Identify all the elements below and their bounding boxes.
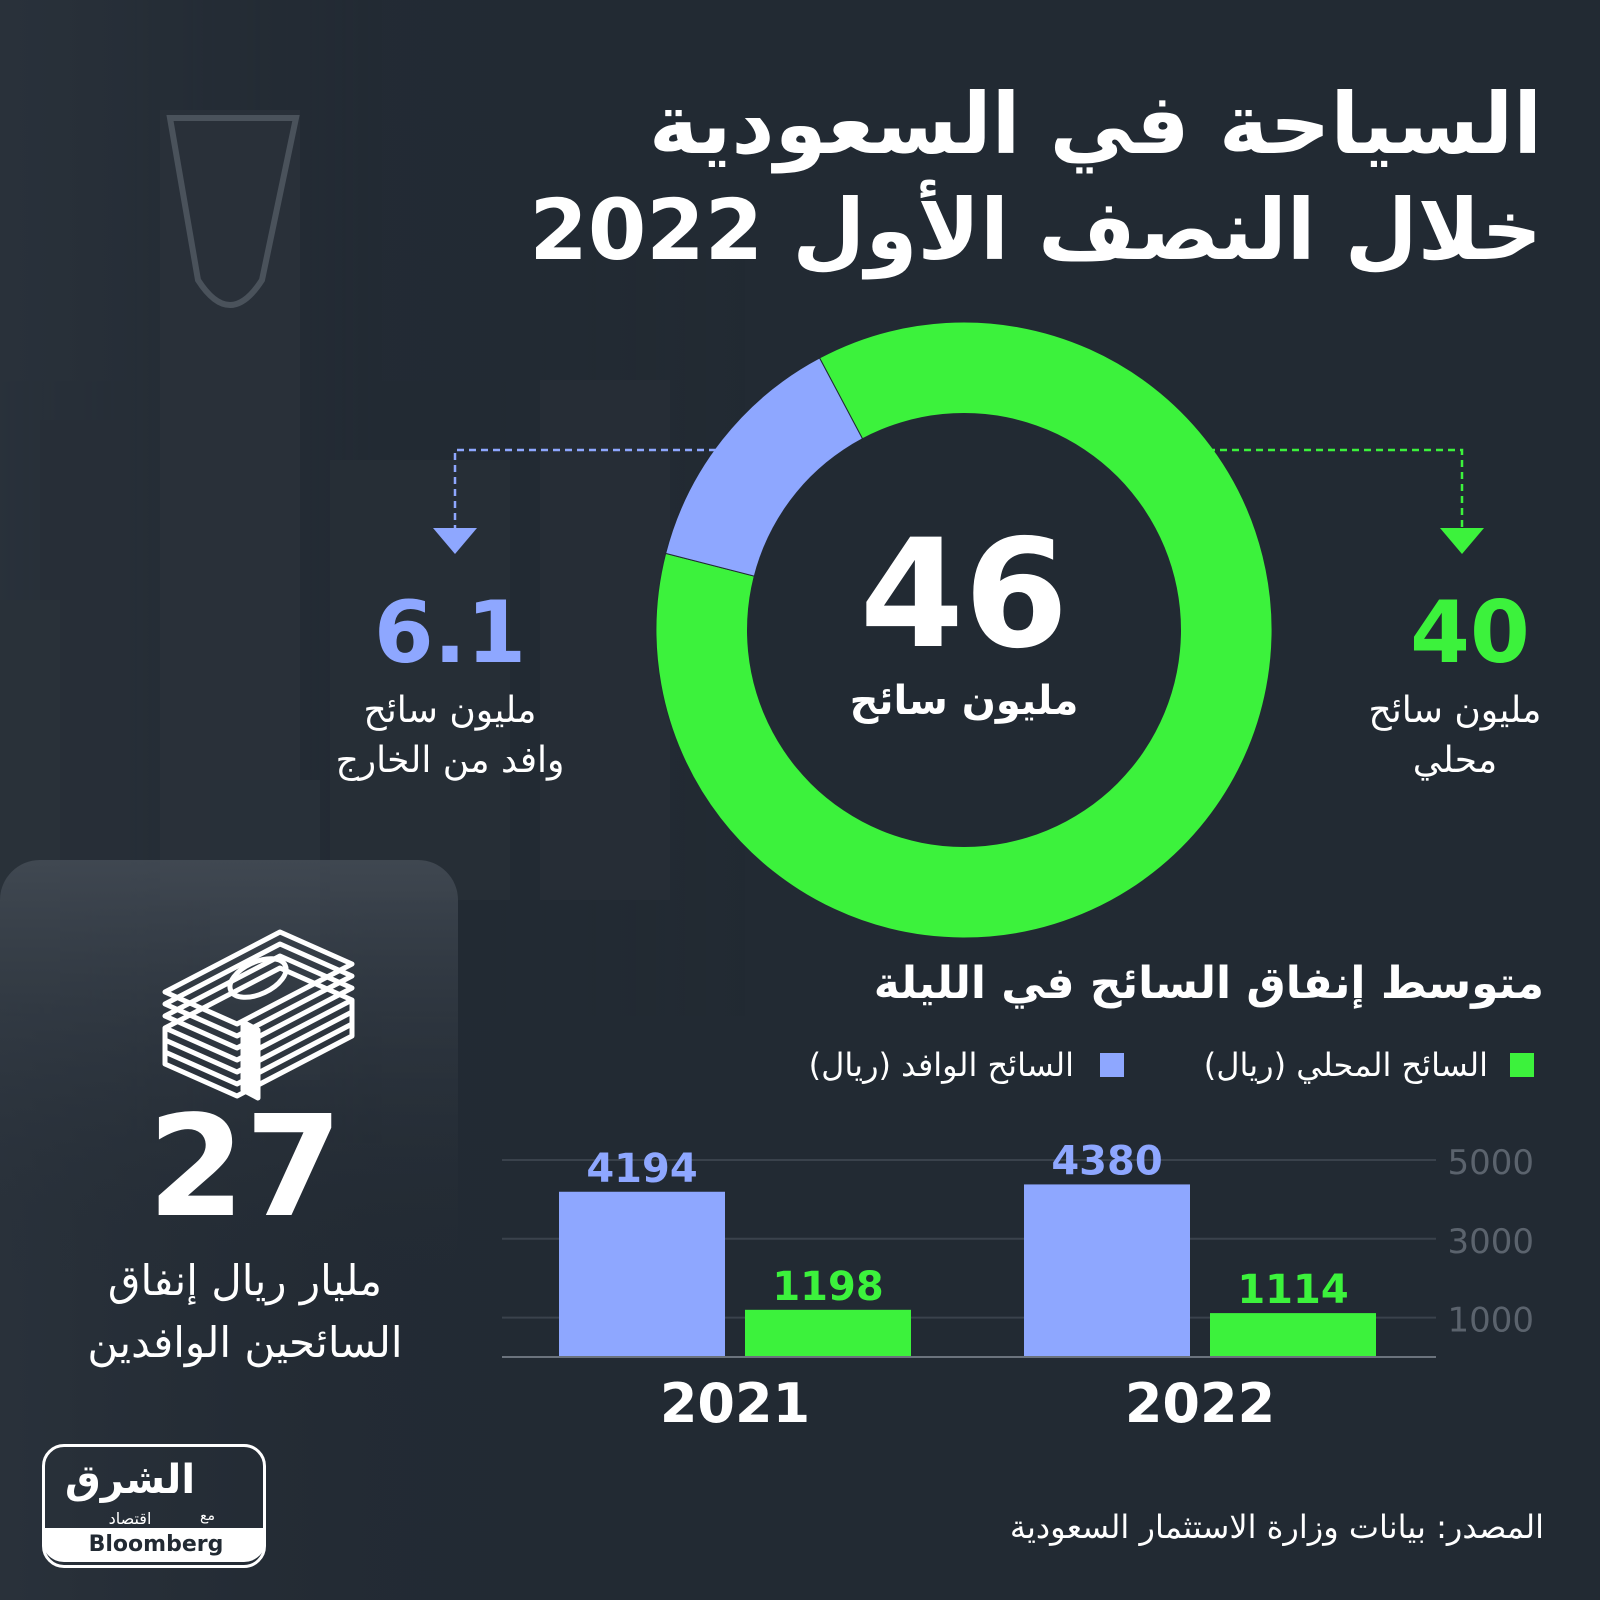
- donut-hole: [747, 413, 1181, 847]
- local-label-line1: مليون سائح: [1368, 690, 1542, 731]
- bar-data-label: 1114: [1237, 1267, 1348, 1313]
- brand-logo: الشرق اقتصاد: [42, 1444, 266, 1568]
- foreign-connector-arrow: [433, 528, 477, 554]
- local-connector-line: [1208, 448, 1464, 528]
- legend-swatch-local: [1510, 1053, 1534, 1077]
- bar-chart-title: متوسط إنفاق السائح في الليلة: [873, 958, 1544, 1009]
- money-stack-icon: [162, 929, 355, 1101]
- local-label-line2: محلي: [1412, 740, 1498, 781]
- y-tick-label: 1000: [1447, 1301, 1534, 1341]
- logo-name: الشرق: [64, 1457, 196, 1503]
- legend-swatch-foreign: [1100, 1053, 1124, 1077]
- donut-total-value: 46: [859, 508, 1069, 682]
- logo-brand: Bloomberg: [88, 1532, 224, 1557]
- spending-value: 27: [147, 1086, 343, 1249]
- y-tick-label: 5000: [1447, 1143, 1534, 1183]
- bar: [1210, 1313, 1376, 1357]
- logo-sub: اقتصاد: [108, 1509, 152, 1528]
- foreign-label-line2: وافد من الخارج: [335, 740, 565, 781]
- foreign-label-line1: مليون سائح: [363, 690, 537, 731]
- legend-label-foreign: السائح الوافد (ريال): [808, 1046, 1074, 1084]
- logo-bloomberg-bar: [42, 1528, 266, 1562]
- page-title-line2: خلال النصف الأول 2022: [529, 181, 1542, 279]
- bar: [559, 1191, 725, 1357]
- page-title-line1: السياحة في السعودية: [648, 75, 1542, 173]
- bar-data-label: 4194: [586, 1146, 697, 1192]
- y-tick-label: 3000: [1447, 1222, 1534, 1262]
- x-tick-label: 2022: [1125, 1372, 1275, 1435]
- bar-data-label: 4380: [1051, 1138, 1162, 1184]
- spending-label-line2: السائحين الوافدين: [87, 1318, 403, 1367]
- source-note: المصدر: بيانات وزارة الاستثمار السعودية: [1009, 1508, 1544, 1546]
- bar: [1024, 1184, 1190, 1357]
- donut-chart: [655, 321, 1273, 939]
- connectors: [433, 448, 1484, 554]
- spending-label-line1: مليار ريال إنفاق: [107, 1256, 383, 1305]
- donut-total-label: مليون سائح: [849, 678, 1079, 724]
- logo-with: مع: [200, 1508, 215, 1524]
- legend-label-local: السائح المحلي (ريال): [1203, 1046, 1488, 1084]
- local-connector-arrow: [1440, 528, 1484, 554]
- donut-slice-local: [655, 321, 1273, 939]
- foreign-connector-line: [453, 448, 740, 528]
- bar-data-label: 1198: [772, 1264, 883, 1310]
- background-city: [0, 0, 760, 1600]
- local-value: 40: [1410, 583, 1530, 683]
- bar-chart: 1000 3000 5000 4194 1198 2021 4380 1114 2022: [502, 1138, 1534, 1435]
- foreign-value: 6.1: [373, 583, 527, 683]
- bar: [745, 1309, 911, 1357]
- x-tick-label: 2021: [660, 1372, 810, 1435]
